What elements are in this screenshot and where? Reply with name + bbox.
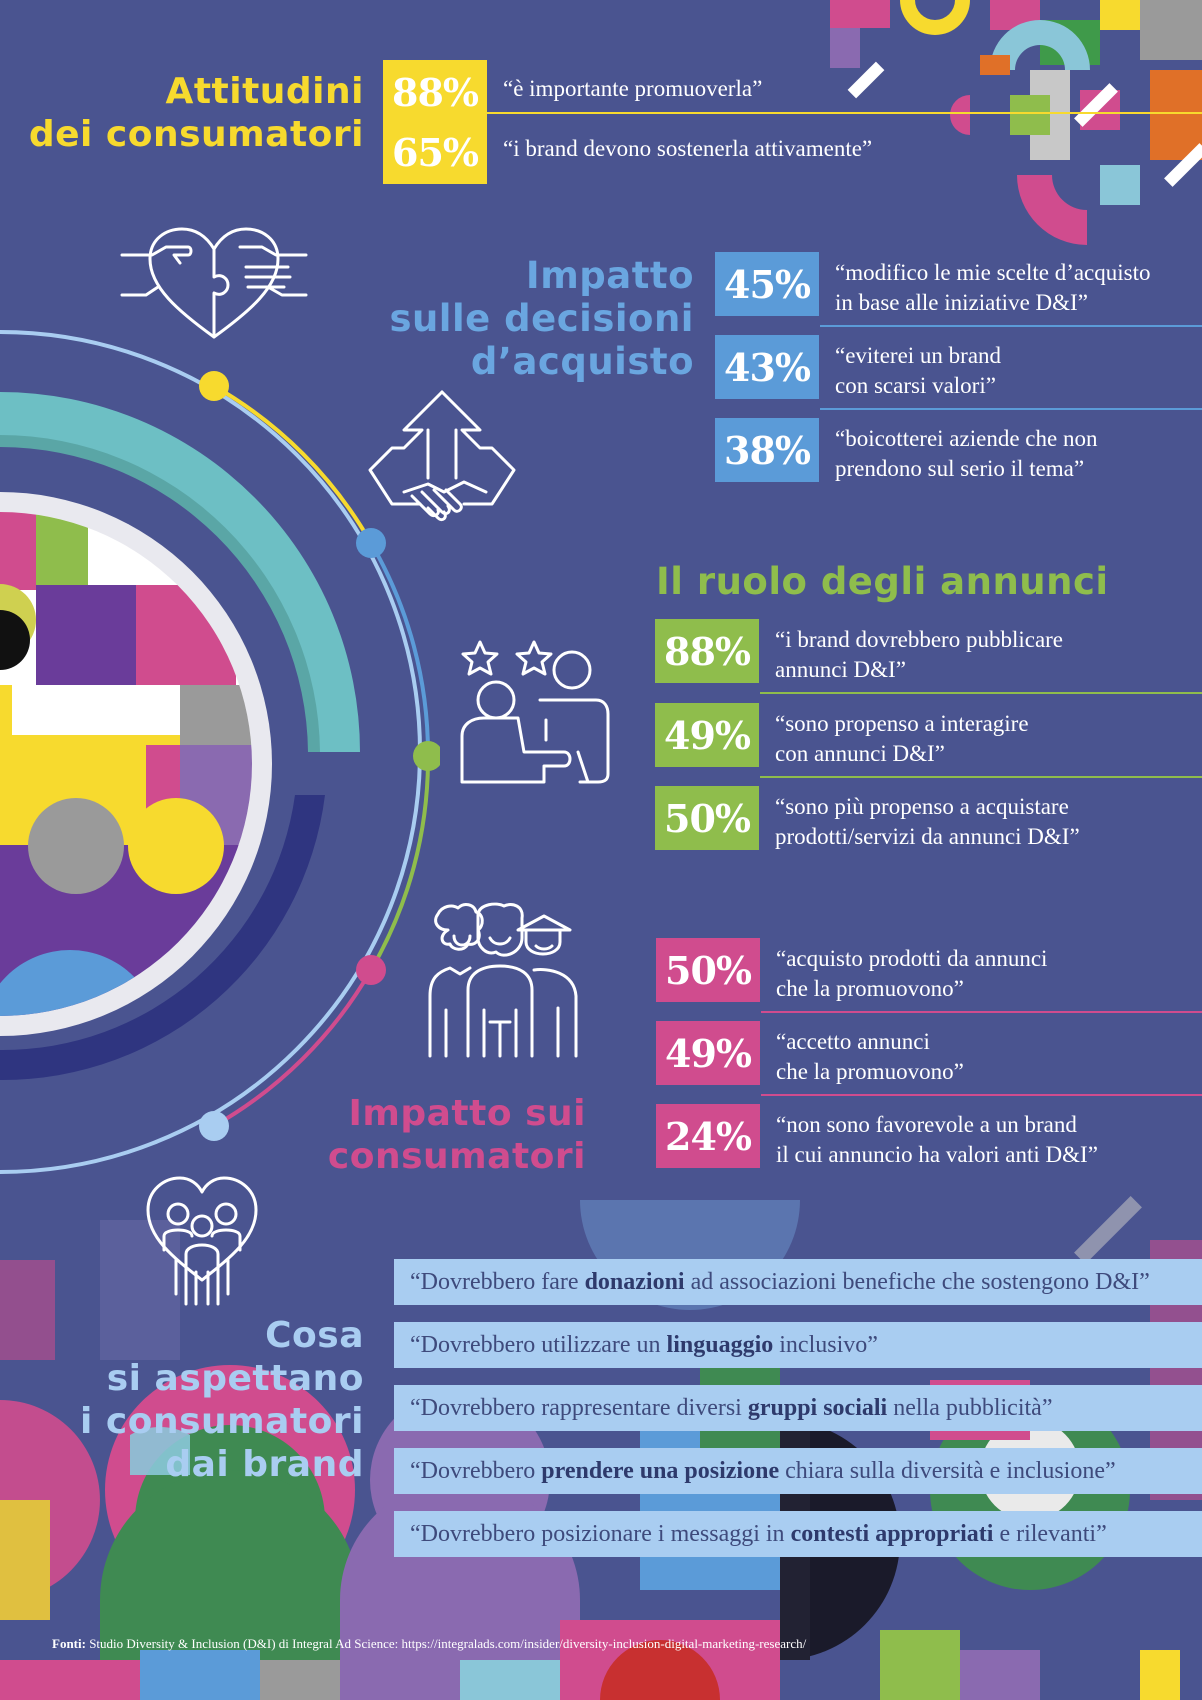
expectation-keyword: donazioni xyxy=(584,1268,685,1295)
expectation-text: nella pubblicità” xyxy=(893,1394,1053,1421)
divider-line xyxy=(487,112,1202,114)
impact-decisions-title-line3: d’acquisto xyxy=(470,340,694,383)
ads-role-quote: “i brand dovrebbero pubblicare annunci D… xyxy=(775,625,1063,685)
ads-role-title: Il ruolo degli annunci xyxy=(656,560,1109,603)
impact-decisions-quote: “boicotterei aziende che non prendono su… xyxy=(835,424,1097,484)
expectations-title: Cosa si aspettano i consumatori dai bran… xyxy=(80,1314,364,1486)
expectation-item: “Dovrebbero rappresentare diversi gruppi… xyxy=(394,1385,1202,1431)
expectation-text: chiara sulla diversità e inclusione” xyxy=(785,1457,1116,1484)
attitudes-quote: “è importante promuoverla” xyxy=(503,76,763,101)
expectation-keyword: linguaggio xyxy=(666,1331,774,1358)
impact-decisions-title-line1: Impatto xyxy=(525,254,694,297)
central-arc-graphic xyxy=(0,330,440,1174)
impact-consumers-title: Impatto sui consumatori xyxy=(328,1092,586,1178)
divider-line xyxy=(760,692,1202,694)
quote-line: “non sono favorevole a un brand xyxy=(776,1112,1077,1137)
quote-line: “modifico le mie scelte d’acquisto xyxy=(835,260,1151,285)
quote-line: il cui annuncio ha valori anti D&I” xyxy=(776,1142,1098,1167)
ads-role-quote: “sono propenso a interagire con annunci … xyxy=(775,709,1029,769)
quote-line: “sono propenso a interagire xyxy=(775,711,1029,736)
impact-consumers-stat-badge: 24% xyxy=(656,1104,760,1168)
impact-decisions-quote: “modifico le mie scelte d’acquisto in ba… xyxy=(835,258,1151,318)
impact-decisions-quote: “eviterei un brand con scarsi valori” xyxy=(835,341,1001,401)
expectation-text: ad associazioni benefiche che sostengono… xyxy=(690,1268,1150,1295)
top-right-geometric-decoration xyxy=(830,0,1202,245)
impact-decisions-stat-badge: 38% xyxy=(715,418,819,482)
attitudes-title: Attitudini dei consumatori xyxy=(29,70,364,156)
quote-line: con annunci D&I” xyxy=(775,741,945,766)
impact-decisions-title-line2: sulle decisioni xyxy=(389,297,694,340)
impact-consumers-title-line1: Impatto sui xyxy=(348,1093,586,1134)
ads-role-quote: “sono più propenso a acquistare prodotti… xyxy=(775,792,1080,852)
expectation-text: “Dovrebbero fare xyxy=(410,1268,579,1295)
source-footnote: Fonti: Studio Diversity & Inclusion (D&I… xyxy=(52,1636,806,1652)
impact-consumers-quote: “accetto annunci che la promuovono” xyxy=(776,1027,964,1087)
quote-line: “accetto annunci xyxy=(776,1029,930,1054)
impact-consumers-stat-badge: 49% xyxy=(656,1021,760,1085)
quote-line: “i brand dovrebbero pubblicare xyxy=(775,627,1064,652)
divider-line xyxy=(820,408,1202,410)
expectation-text: “Dovrebbero utilizzare un xyxy=(410,1331,661,1358)
quote-line: prendono sul serio il tema” xyxy=(835,456,1085,481)
divider-line xyxy=(820,325,1202,327)
quote-line: “eviterei un brand xyxy=(835,343,1002,368)
impact-consumers-stat-badge: 50% xyxy=(656,938,760,1002)
quote-line: che la promuovono” xyxy=(776,1059,964,1084)
expectation-item: “Dovrebbero prendere una posizione chiar… xyxy=(394,1448,1202,1494)
attitudes-title-line1: Attitudini xyxy=(165,71,364,112)
expectations-title-line1: Cosa xyxy=(265,1315,364,1356)
impact-decisions-title: Impatto sulle decisioni d’acquisto xyxy=(389,254,694,383)
puzzle-heart-hands-icon xyxy=(120,227,308,339)
expectation-keyword: prendere una posizione xyxy=(541,1457,780,1484)
heart-family-icon xyxy=(146,1176,258,1306)
expectation-item: “Dovrebbero fare donazioni ad associazio… xyxy=(394,1259,1202,1305)
expectation-keyword: contesti appropriati xyxy=(790,1520,994,1547)
diverse-people-icon xyxy=(428,902,578,1058)
expectations-title-line3: i consumatori xyxy=(80,1401,364,1442)
quote-line: in base alle iniziative D&I” xyxy=(835,290,1088,315)
divider-line xyxy=(760,776,1202,778)
attitudes-stat-badge: 88% xyxy=(383,60,487,124)
quote-line: con scarsi valori” xyxy=(835,373,996,398)
ads-role-stat-badge: 50% xyxy=(655,786,759,850)
attitudes-stat-badge: 65% xyxy=(383,120,487,184)
attitudes-title-line2: dei consumatori xyxy=(28,114,364,155)
expectation-text: “Dovrebbero rappresentare diversi xyxy=(410,1394,742,1421)
attitudes-quote: “i brand devono sostenerla attivamente” xyxy=(503,136,873,161)
expectation-text: e rilevanti” xyxy=(999,1520,1107,1547)
rating-people-icon xyxy=(460,640,610,784)
expectations-title-line2: si aspettano xyxy=(106,1358,364,1399)
quote-line: “boicotterei aziende che non xyxy=(835,426,1098,451)
expectation-text: “Dovrebbero posizionare i messaggi in xyxy=(410,1520,785,1547)
impact-decisions-stat-badge: 45% xyxy=(715,252,819,316)
divider-line xyxy=(761,1094,1202,1096)
expectation-item: “Dovrebbero utilizzare un linguaggio inc… xyxy=(394,1322,1202,1368)
impact-decisions-stat-badge: 43% xyxy=(715,335,819,399)
expectation-text: inclusivo” xyxy=(779,1331,878,1358)
divider-line xyxy=(761,1011,1202,1013)
quote-line: prodotti/servizi da annunci D&I” xyxy=(775,824,1080,849)
expectation-text: “Dovrebbero xyxy=(410,1457,536,1484)
expectation-item: “Dovrebbero posizionare i messaggi in co… xyxy=(394,1511,1202,1557)
expectations-title-line4: dai brand xyxy=(165,1444,364,1485)
impact-consumers-title-line2: consumatori xyxy=(327,1136,586,1177)
quote-line: che la promuovono” xyxy=(776,976,964,1001)
ads-role-stat-badge: 49% xyxy=(655,703,759,767)
impact-consumers-quote: “acquisto prodotti da annunci che la pro… xyxy=(776,944,1047,1004)
ads-role-stat-badge: 88% xyxy=(655,619,759,683)
quote-line: “acquisto prodotti da annunci xyxy=(776,946,1048,971)
quote-line: “sono più propenso a acquistare xyxy=(775,794,1069,819)
source-text: Studio Diversity & Inclusion (D&I) di In… xyxy=(85,1636,807,1651)
expectation-keyword: gruppi sociali xyxy=(747,1394,888,1421)
source-label: Fonti: xyxy=(52,1636,86,1651)
handshake-arrows-icon xyxy=(368,390,516,522)
impact-consumers-quote: “non sono favorevole a un brand il cui a… xyxy=(776,1110,1098,1170)
quote-line: annunci D&I” xyxy=(775,657,906,682)
